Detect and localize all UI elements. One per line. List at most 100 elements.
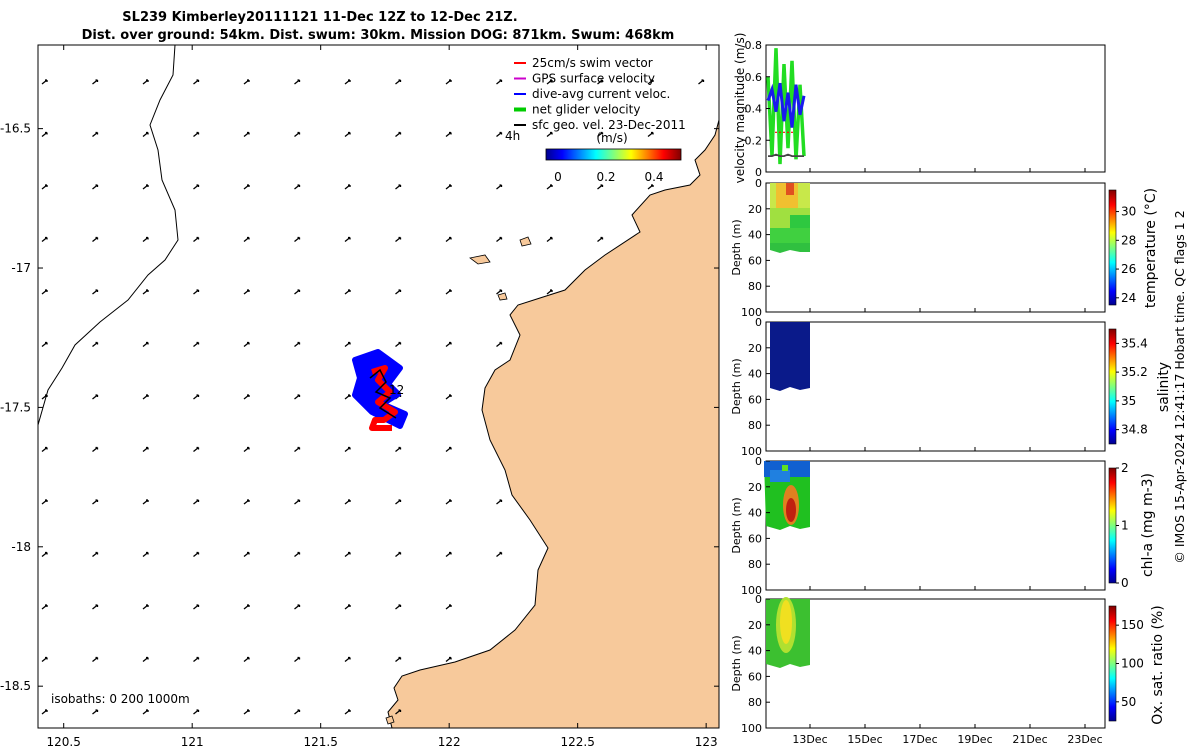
current-arrow [445, 551, 452, 558]
colorbar-tick-label: 24 [1121, 291, 1136, 305]
depth-ylabel: Depth (m) [730, 497, 743, 553]
current-arrow [445, 394, 452, 400]
current-arrow [41, 446, 48, 453]
current-arrow [344, 446, 351, 453]
current-arrow [395, 551, 402, 558]
current-arrow [496, 79, 503, 85]
current-arrow [546, 236, 553, 243]
depth-tick-label: 60 [748, 532, 762, 545]
chla-panel: 0 1 2 chl-a (mg m-3) [764, 460, 1156, 591]
velocity-series-line [768, 153, 804, 158]
map-axes: 12 120.5 121 121.5 122 122.5 123 -16.5 -17 -17.… [0, 44, 720, 749]
current-arrow [243, 551, 250, 558]
current-arrow [344, 656, 351, 663]
time-tick-label: 17Dec [902, 733, 937, 746]
current-arrow [243, 446, 250, 453]
oxygen-panel: 50 100 150 Ox. sat. ratio (%) [765, 597, 1166, 729]
map-x-tick-label: 120.5 [47, 735, 81, 749]
current-arrow [41, 394, 48, 400]
legend-label: dive-avg current veloc. [532, 87, 670, 101]
current-arrow [294, 446, 301, 453]
current-arrow [344, 394, 351, 400]
map-y-tick-label: -16.5 [0, 122, 31, 136]
depth-tick-label: 0 [755, 593, 762, 606]
current-arrow [395, 656, 402, 663]
map-x-tick-label: 122.5 [560, 735, 594, 749]
current-arrow [344, 709, 351, 715]
current-arrow [344, 289, 351, 295]
current-arrow [445, 236, 452, 243]
time-label: 4h [505, 129, 520, 143]
current-arrow [193, 656, 200, 663]
current-arrow [142, 79, 149, 85]
depth-tick-label: 80 [748, 558, 762, 571]
current-arrow [597, 131, 604, 138]
current-arrow [41, 236, 48, 243]
current-arrow [92, 709, 99, 715]
map-y-ticks: -16.5 -17 -17.5 -18 -18.5 [0, 122, 719, 693]
current-arrow [344, 604, 351, 610]
depth-tick-label: 20 [748, 203, 762, 216]
current-arrow [496, 184, 503, 190]
land-mass [387, 45, 719, 728]
salinity-label: salinity [1156, 362, 1172, 412]
current-arrow [445, 446, 452, 453]
depth-tick-label: 80 [748, 280, 762, 293]
current-arrow [395, 709, 402, 715]
colorbar-tick-label: 28 [1121, 233, 1136, 247]
current-arrow [243, 394, 250, 400]
current-arrow [193, 131, 200, 138]
current-arrow [142, 289, 149, 295]
current-arrow [193, 184, 200, 190]
velocity-tick-label: 0.2 [745, 134, 763, 147]
current-arrow [193, 499, 200, 505]
depth-tick-label: 100 [741, 445, 762, 458]
current-arrow [92, 446, 99, 453]
current-arrow [496, 289, 503, 295]
oxygen-label: Ox. sat. ratio (%) [1150, 605, 1166, 724]
current-arrow [445, 79, 452, 85]
current-arrow [344, 499, 351, 505]
current-arrow [445, 131, 452, 138]
current-arrow [445, 604, 452, 610]
current-arrow [142, 709, 149, 715]
velocity-tick-label: 0.4 [745, 103, 763, 116]
time-tick-label: 19Dec [957, 733, 992, 746]
current-arrow [243, 79, 250, 85]
current-arrow [92, 184, 99, 190]
map-x-tick-label: 121.5 [303, 735, 337, 749]
current-arrow [395, 341, 402, 348]
colorbar-tick-label: 30 [1121, 205, 1136, 219]
map-y-tick-label: -18.5 [0, 679, 31, 693]
current-arrow [92, 289, 99, 295]
current-arrow [546, 184, 553, 190]
current-arrow [193, 709, 200, 715]
current-arrow [41, 79, 48, 85]
current-arrow [294, 499, 301, 505]
current-arrow [395, 499, 402, 505]
map-y-tick-label: -17.5 [0, 400, 31, 414]
depth-tick-label: 40 [748, 229, 762, 242]
current-arrow [193, 289, 200, 295]
current-arrow [294, 79, 301, 85]
current-arrow [647, 131, 654, 138]
depth-tick-label: 100 [741, 306, 762, 319]
time-tick-label: 21Dec [1012, 733, 1047, 746]
current-arrow [142, 551, 149, 558]
current-arrow [92, 394, 99, 400]
legend-label: sfc geo. vel. 23-Dec-2011 [532, 118, 686, 132]
depth-ylabel: Depth (m) [730, 635, 743, 691]
colorbar-unit-label: (m/s) [596, 131, 627, 145]
depth-ylabel: Depth (m) [730, 358, 743, 414]
current-arrow [41, 604, 48, 610]
current-arrow [647, 79, 654, 85]
time-tick-label: 15Dec [847, 733, 882, 746]
velocity-tick-label: 0 [755, 166, 762, 179]
current-arrow [142, 394, 149, 400]
current-arrow [294, 709, 301, 715]
current-arrow [193, 551, 200, 558]
depth-tick-label: 100 [741, 584, 762, 597]
current-arrow [294, 184, 301, 190]
current-arrow [243, 236, 250, 243]
glider-track: 12 [352, 349, 408, 431]
